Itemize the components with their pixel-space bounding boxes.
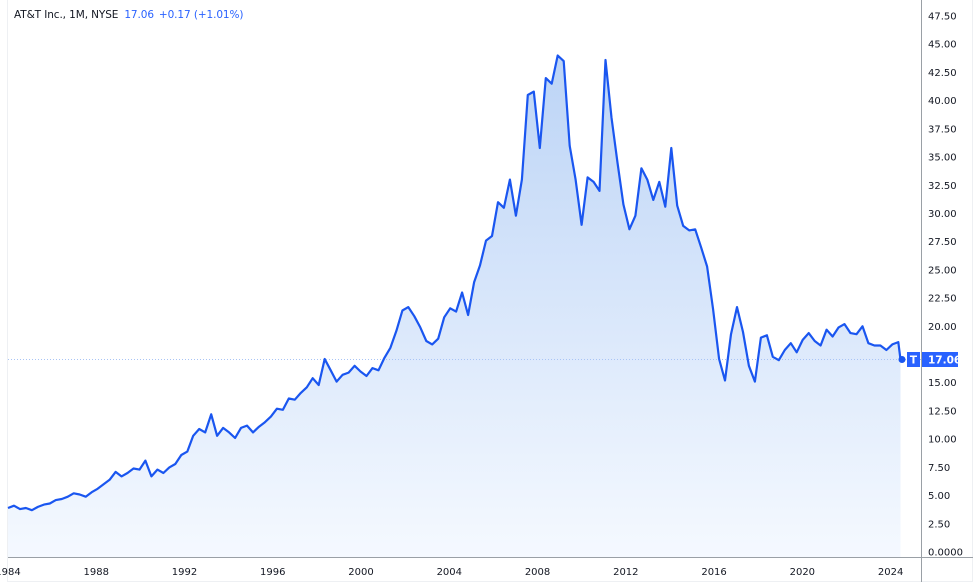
price-tick-label: 25.00 <box>928 265 957 276</box>
ticker-badge <box>907 352 920 367</box>
price-tick-label: 12.50 <box>928 406 957 417</box>
time-tick-label: 1996 <box>260 567 285 578</box>
price-tick-label: 42.50 <box>928 68 957 79</box>
price-tick-label: 15.00 <box>928 378 957 389</box>
price-tick-label: 7.50 <box>928 463 950 474</box>
chart-legend: AT&T Inc., 1M, NYSE 17.06 +0.17 (+1.01%) <box>14 9 243 21</box>
price-tick-label: 45.00 <box>928 40 957 51</box>
chart-frame <box>7 0 973 582</box>
time-tick-label: 1992 <box>172 567 197 578</box>
price-line-path <box>7 54 902 512</box>
time-tick-label: 1984 <box>0 567 21 578</box>
legend-symbol: AT&T Inc., 1M, NYSE <box>14 9 119 21</box>
time-tick-label: 2024 <box>878 567 903 578</box>
price-tick-label: 32.50 <box>928 181 957 192</box>
price-tick-label: 0.0000 <box>928 548 963 559</box>
price-axis-tag <box>922 352 958 367</box>
price-tick-label: 37.50 <box>928 124 957 135</box>
time-tick-label: 2016 <box>701 567 726 578</box>
price-tick-label: 5.00 <box>928 491 950 502</box>
time-tick-label: 2004 <box>437 567 462 578</box>
time-tick-label: 2000 <box>348 567 373 578</box>
time-tick-label: 1988 <box>84 567 109 578</box>
price-tick-label: 27.50 <box>928 237 957 248</box>
price-tick-label: 2.50 <box>928 519 950 530</box>
price-tick-label: 22.50 <box>928 294 957 305</box>
last-price-tag: T 17.06 <box>898 352 961 367</box>
price-tick-label: 10.00 <box>928 435 957 446</box>
legend-change: +0.17 (+1.01%) <box>158 9 244 21</box>
time-tick-label: 2020 <box>790 567 815 578</box>
price-area <box>8 55 901 557</box>
time-tick-label: 2008 <box>525 567 550 578</box>
price-tick-label: 47.50 <box>928 12 957 23</box>
area-fill <box>8 55 901 557</box>
price-tick-label: 20.00 <box>928 322 957 333</box>
price-tick-label: 40.00 <box>928 96 957 107</box>
price-axis-tag-label: 17.06 <box>928 355 961 367</box>
time-axis[interactable]: 1984 1988 1992 1996 2000 2004 2008 2012 2016 2020… <box>0 567 903 578</box>
price-tick-label: 35.00 <box>928 153 957 164</box>
ticker-badge-label: T <box>910 355 918 367</box>
legend-last-price: 17.06 <box>124 9 154 21</box>
price-axis[interactable]: 47.50 45.00 42.50 40.00 37.50 35.00 32.50 30.00… <box>928 12 963 559</box>
time-tick-label: 2012 <box>613 567 638 578</box>
price-line-series <box>7 54 902 512</box>
price-tick-label: 30.00 <box>928 209 957 220</box>
last-point-marker <box>898 356 906 363</box>
